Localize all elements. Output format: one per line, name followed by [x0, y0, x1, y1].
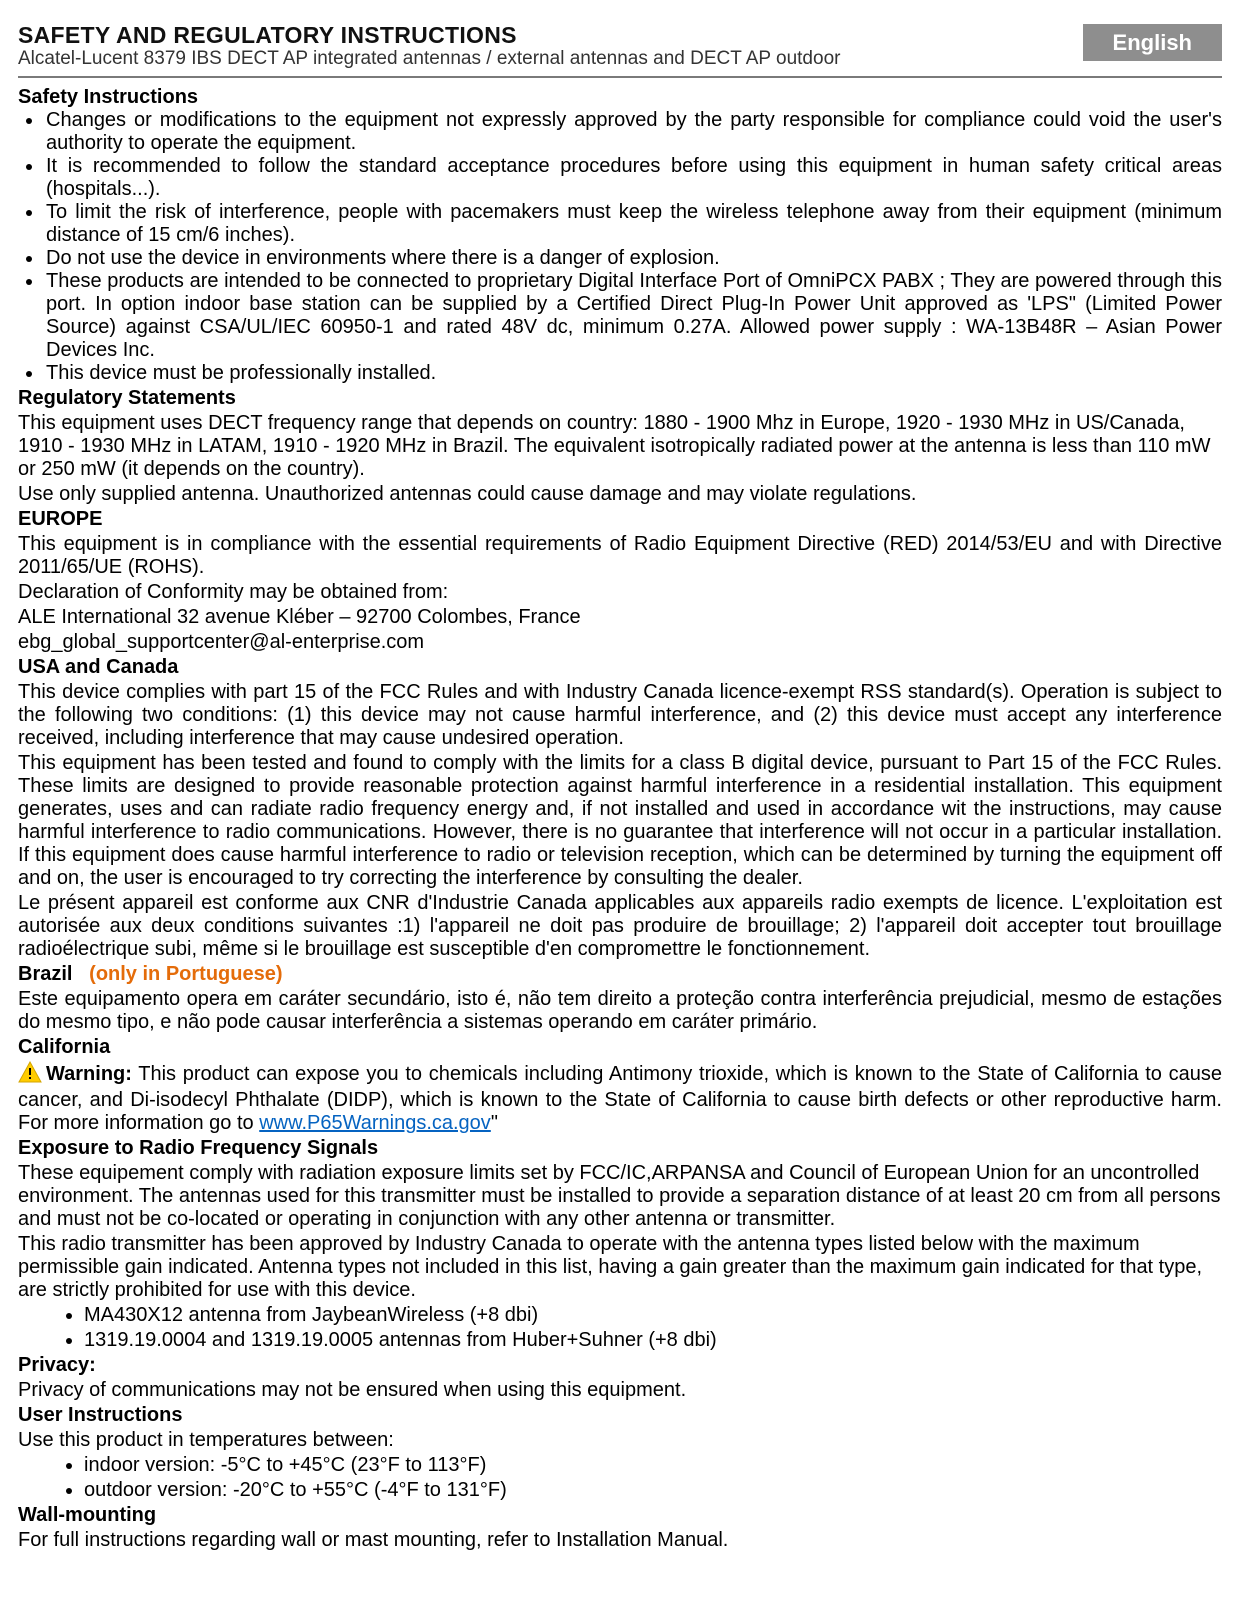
list-item: This device must be professionally insta… — [44, 362, 1222, 385]
usa-para-fr: Le présent appareil est conforme aux CNR… — [18, 892, 1222, 961]
list-item: Do not use the device in environments wh… — [44, 247, 1222, 270]
california-text-post: " — [491, 1112, 498, 1134]
document-header: SAFETY AND REGULATORY INSTRUCTIONS Alcat… — [18, 22, 1222, 78]
header-text-block: SAFETY AND REGULATORY INSTRUCTIONS Alcat… — [18, 22, 1083, 70]
california-text-pre: This product can expose you to chemicals… — [18, 1063, 1222, 1134]
list-item: It is recommended to follow the standard… — [44, 155, 1222, 201]
privacy-heading: Privacy: — [18, 1354, 1222, 1377]
list-item: MA430X12 antenna from JaybeanWireless (+… — [84, 1304, 1222, 1327]
europe-address: ALE International 32 avenue Kléber – 927… — [18, 606, 1222, 629]
california-heading: California — [18, 1036, 1222, 1059]
exposure-heading: Exposure to Radio Frequency Signals — [18, 1137, 1222, 1160]
list-item: To limit the risk of interference, peopl… — [44, 201, 1222, 247]
privacy-para: Privacy of communications may not be ens… — [18, 1379, 1222, 1402]
user-instructions-heading: User Instructions — [18, 1404, 1222, 1427]
document-title: SAFETY AND REGULATORY INSTRUCTIONS — [18, 22, 1083, 48]
brazil-note-text: (only in Portuguese) — [89, 963, 282, 985]
regulatory-statements-heading: Regulatory Statements — [18, 387, 1222, 410]
temperature-list: indoor version: -5°C to +45°C (23°F to 1… — [84, 1454, 1222, 1502]
usa-para: This equipment has been tested and found… — [18, 752, 1222, 890]
wall-mounting-heading: Wall-mounting — [18, 1504, 1222, 1527]
document-subtitle: Alcatel-Lucent 8379 IBS DECT AP integrat… — [18, 48, 1083, 70]
language-badge: English — [1083, 24, 1222, 61]
list-item: Changes or modifications to the equipmen… — [44, 109, 1222, 155]
california-warning-para: Warning: This product can expose you to … — [18, 1061, 1222, 1135]
safety-instructions-list: Changes or modifications to the equipmen… — [44, 109, 1222, 385]
europe-heading: EUROPE — [18, 508, 1222, 531]
regulatory-para: Use only supplied antenna. Unauthorized … — [18, 483, 1222, 506]
europe-para: Declaration of Conformity may be obtaine… — [18, 581, 1222, 604]
exposure-para: These equipement comply with radiation e… — [18, 1162, 1222, 1231]
list-item: outdoor version: -20°C to +55°C (-4°F to… — [84, 1479, 1222, 1502]
europe-email: ebg_global_supportcenter@al-enterprise.c… — [18, 631, 1222, 654]
wall-para: For full instructions regarding wall or … — [18, 1529, 1222, 1552]
antenna-list: MA430X12 antenna from JaybeanWireless (+… — [84, 1304, 1222, 1352]
california-warning-label: Warning: — [46, 1063, 132, 1085]
brazil-title-text: Brazil — [18, 963, 72, 985]
list-item: indoor version: -5°C to +45°C (23°F to 1… — [84, 1454, 1222, 1477]
brazil-para: Este equipamento opera em caráter secund… — [18, 988, 1222, 1034]
warning-icon — [18, 1061, 42, 1089]
europe-para: This equipment is in compliance with the… — [18, 533, 1222, 579]
usa-canada-heading: USA and Canada — [18, 656, 1222, 679]
user-para: Use this product in temperatures between… — [18, 1429, 1222, 1452]
usa-para: This device complies with part 15 of the… — [18, 681, 1222, 750]
prop65-link[interactable]: www.P65Warnings.ca.gov — [259, 1112, 491, 1134]
exposure-para: This radio transmitter has been approved… — [18, 1233, 1222, 1302]
regulatory-para: This equipment uses DECT frequency range… — [18, 412, 1222, 481]
safety-instructions-heading: Safety Instructions — [18, 86, 1222, 109]
list-item: 1319.19.0004 and 1319.19.0005 antennas f… — [84, 1329, 1222, 1352]
list-item: These products are intended to be connec… — [44, 270, 1222, 362]
brazil-heading: Brazil (only in Portuguese) — [18, 963, 1222, 986]
